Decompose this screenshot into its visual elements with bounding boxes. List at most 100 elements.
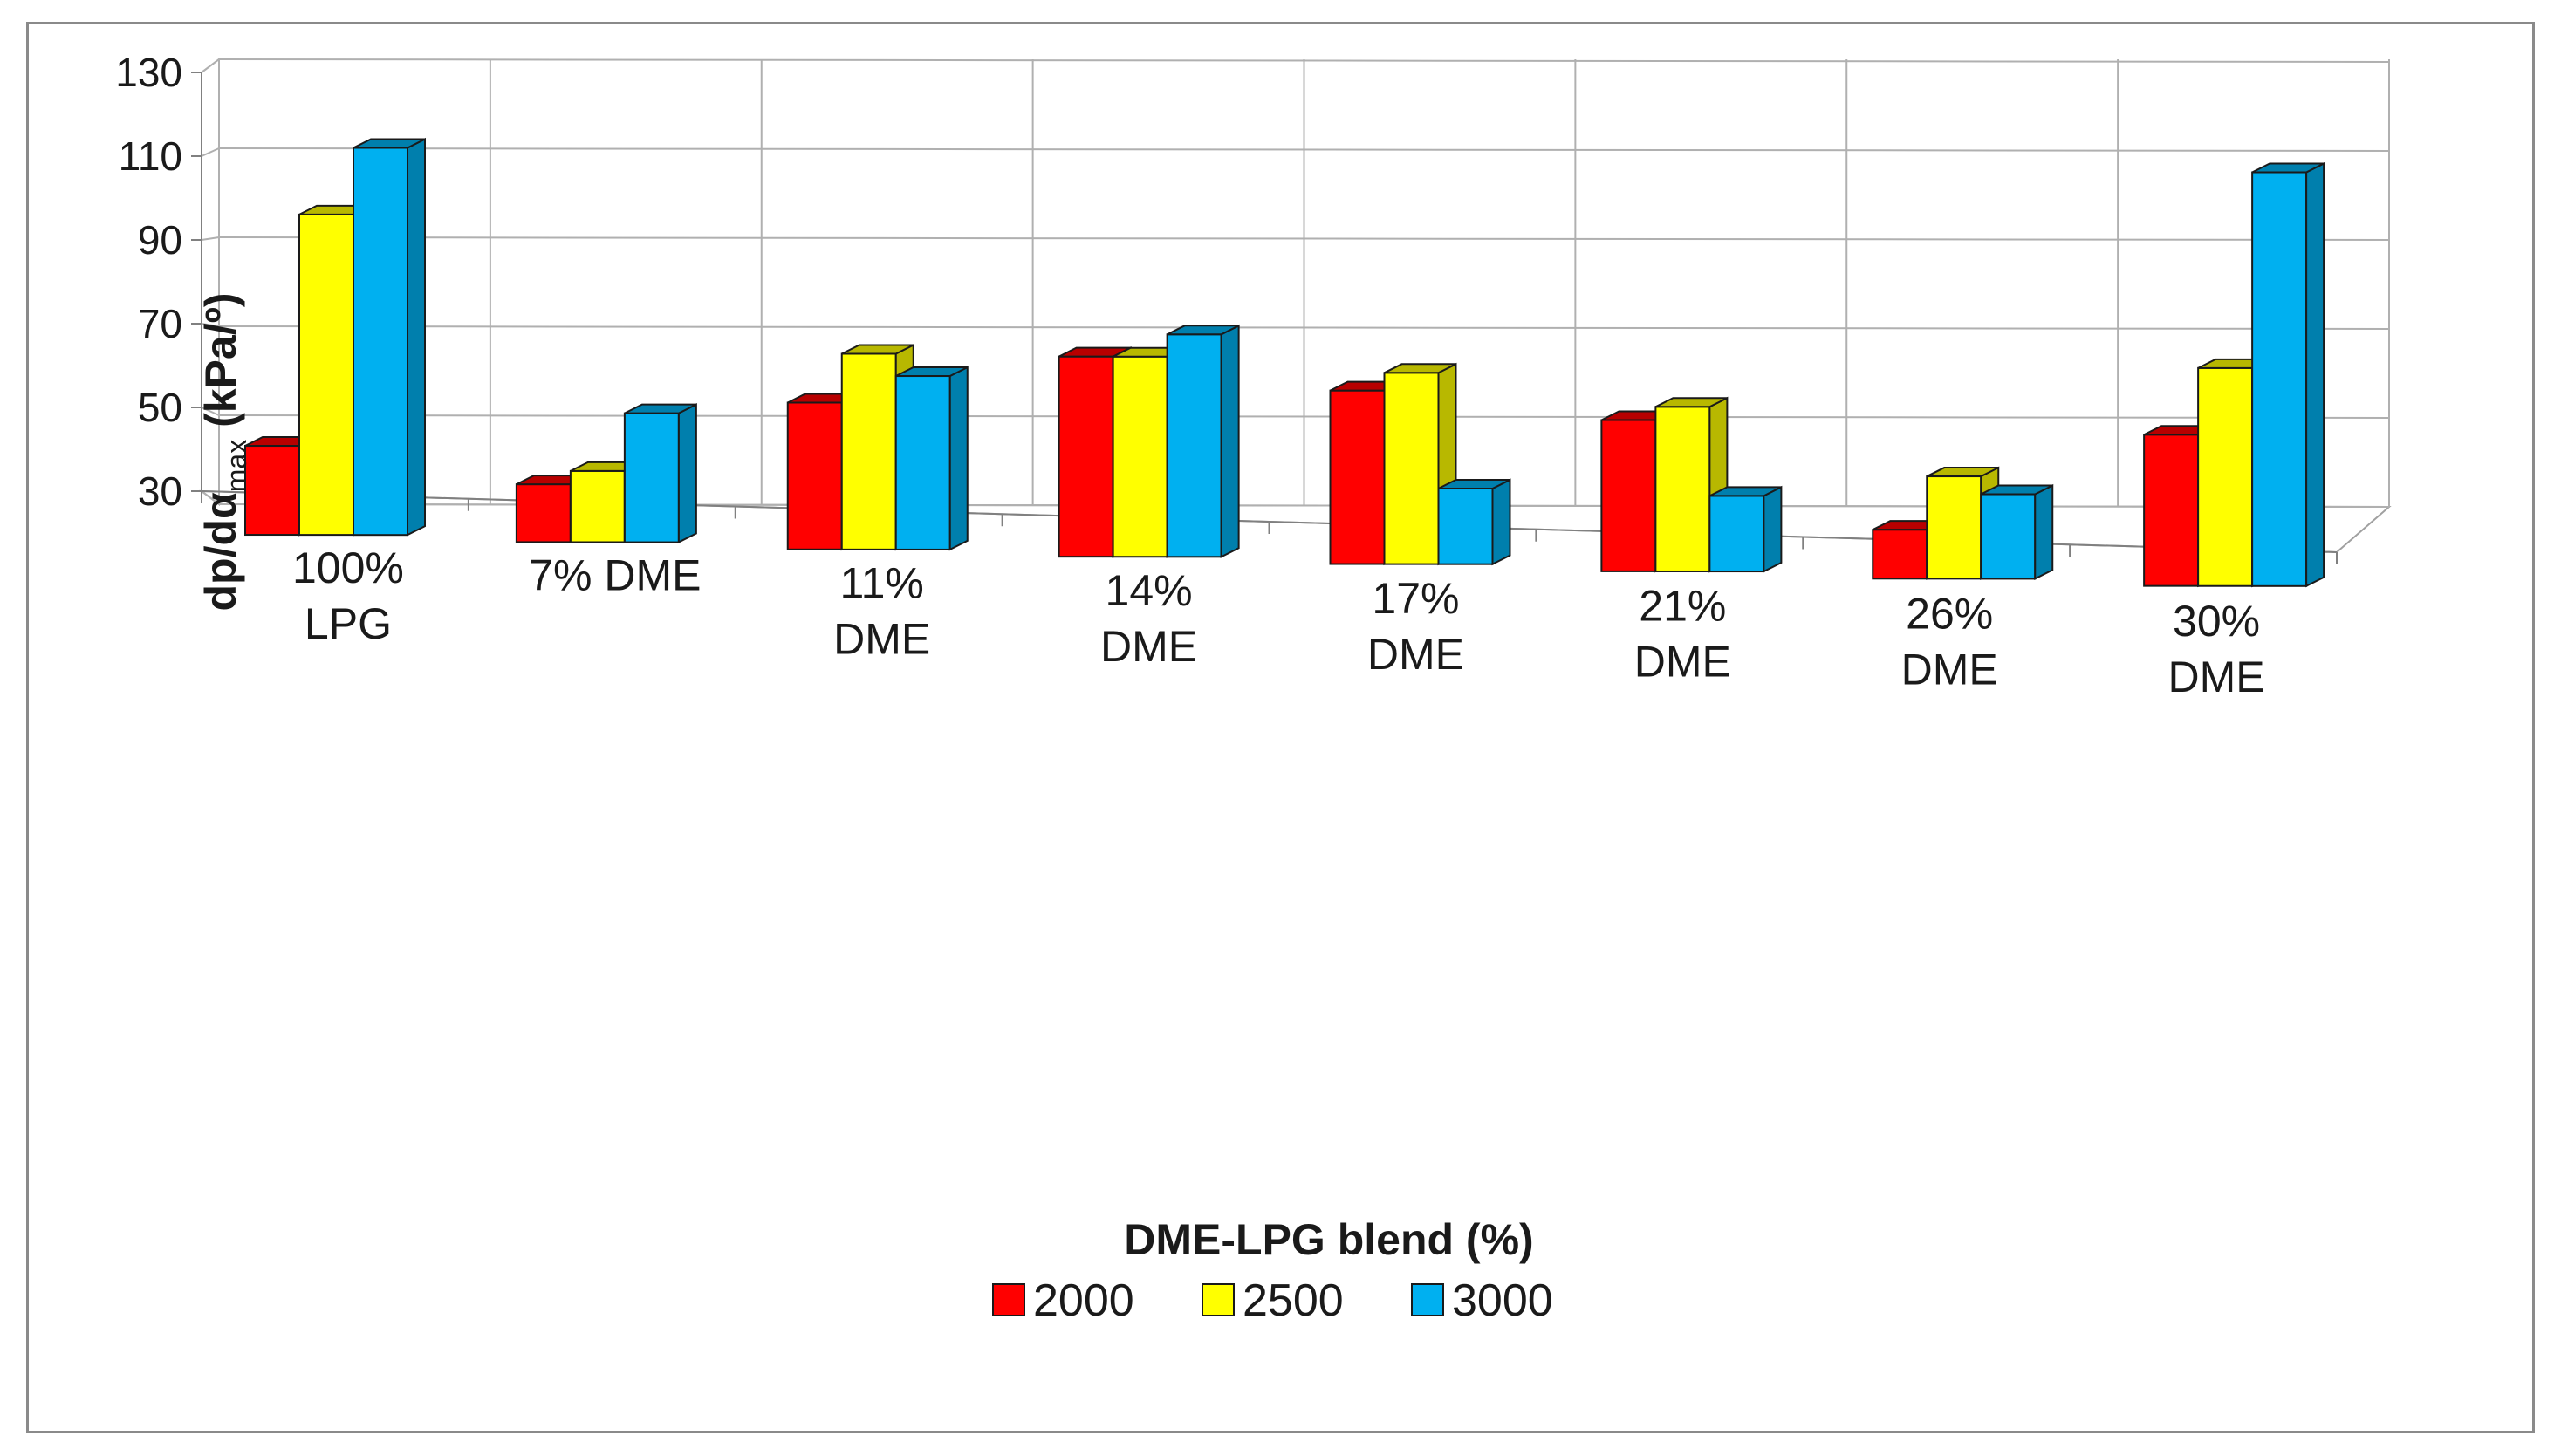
x-category-line: 14%: [1106, 566, 1193, 615]
x-category-line: 26%: [1906, 589, 1993, 638]
x-category-label: 21% DME: [1634, 582, 1731, 687]
gridline-side: [201, 323, 220, 327]
gridline-side: [201, 407, 220, 416]
legend-item-2000: 2000: [992, 1275, 1134, 1326]
bar-top: [1167, 325, 1240, 336]
bar-top: [624, 403, 697, 414]
bar-front: [569, 469, 626, 543]
legend-label: 2500: [1243, 1275, 1344, 1326]
y-tick-label: 110: [119, 133, 182, 179]
bar-2500-7: [2197, 358, 2271, 588]
x-category-label: 17% DME: [1367, 574, 1464, 679]
legend-item-3000: 3000: [1411, 1275, 1553, 1326]
bar-top: [1654, 397, 1728, 408]
bar-top: [1980, 484, 2053, 496]
bar-front: [1166, 333, 1222, 558]
x-category-label: 26% DME: [1901, 589, 1998, 694]
legend-item-2500: 2500: [1202, 1275, 1344, 1326]
bar-front: [1383, 372, 1440, 565]
x-category-line: DME: [1100, 622, 1197, 671]
bar-front: [786, 401, 843, 550]
y-axis-title-main: dp/dα: [196, 492, 245, 612]
bars: [244, 137, 2325, 588]
x-category-line: 17%: [1372, 574, 1459, 623]
x-category-label: 30% DME: [2168, 597, 2265, 701]
bar-side: [407, 137, 426, 537]
bar-front: [2143, 434, 2200, 587]
bar-top: [1708, 486, 1782, 497]
x-category-line: DME: [833, 614, 930, 663]
bar-front: [2251, 171, 2308, 587]
bar-top: [1384, 363, 1456, 374]
bar-3000-3: [1166, 324, 1240, 558]
bar-3000-5: [1708, 485, 1783, 573]
x-category-line: DME: [1901, 645, 1998, 694]
bar-top: [2251, 162, 2325, 174]
y-tick-label: 30: [138, 468, 182, 514]
bar-3000-1: [623, 403, 697, 544]
y-tick-label: 50: [138, 385, 182, 430]
x-category-label: 7% DME: [529, 551, 701, 600]
bar-front: [1980, 493, 2037, 580]
x-category-label: 100% LPG: [292, 543, 404, 648]
bar-front: [1437, 487, 1494, 565]
bar-front: [1112, 355, 1168, 558]
bar-front: [1708, 495, 1765, 573]
bar-side: [1220, 324, 1240, 558]
bar-top: [895, 366, 969, 378]
bar-front: [353, 147, 408, 537]
y-axis-title-unit: (kPa/º): [196, 292, 245, 439]
y-axis-title-subscript: max: [221, 440, 252, 492]
bar-front: [894, 375, 951, 550]
bar-front: [623, 412, 680, 543]
legend-swatch: [992, 1283, 1025, 1316]
bar-side: [1763, 485, 1783, 573]
y-axis-ticks: 30 50 70 90 110 130: [115, 50, 182, 514]
bar-front: [840, 352, 897, 550]
gridline-side: [201, 490, 220, 505]
x-category-label: 11% DME: [833, 558, 930, 663]
bar-front: [1058, 355, 1114, 558]
y-tick-label: 130: [115, 50, 182, 95]
bar-side: [2034, 483, 2054, 581]
bar-3000-7: [2251, 161, 2325, 588]
bar-side: [2305, 161, 2325, 588]
bar-chart: 30 50 70 90 110 130 100% LPG 7% DME 11% DME 14% DME…: [115, 50, 2392, 1326]
x-category-line: 21%: [1639, 582, 1726, 631]
bar-front: [515, 483, 572, 543]
bar-top: [1438, 478, 1510, 489]
bar-side: [677, 403, 697, 544]
bar-front: [1329, 389, 1386, 565]
x-axis-title: DME-LPG blend (%): [1124, 1215, 1533, 1264]
bar-side: [948, 366, 969, 551]
gridline-side: [201, 236, 220, 241]
bar-front: [1654, 406, 1711, 572]
x-category-line: 30%: [2173, 597, 2260, 646]
x-category-line: DME: [2168, 653, 2265, 701]
gridline-side: [201, 58, 220, 73]
x-category-line: DME: [1634, 638, 1731, 687]
bar-top: [353, 138, 426, 149]
x-category-label: 14% DME: [1100, 566, 1197, 671]
x-category-line: 100%: [292, 543, 404, 592]
legend-swatch: [1202, 1283, 1235, 1316]
chart-frame: 30 50 70 90 110 130 100% LPG 7% DME 11% DME 14% DME…: [26, 22, 2535, 1433]
bar-front: [2197, 366, 2254, 587]
legend-label: 3000: [1452, 1275, 1553, 1326]
bar-front: [1872, 529, 1928, 580]
bar-front: [244, 445, 300, 537]
x-category-line: DME: [1367, 630, 1464, 679]
legend-label: 2000: [1033, 1275, 1134, 1326]
y-axis-title: dp/dαmax (kPa/º): [196, 292, 252, 611]
bar-top: [1926, 467, 1999, 478]
bar-front: [298, 213, 354, 537]
x-category-line: LPG: [305, 599, 392, 648]
bar-front: [1600, 419, 1657, 572]
bar-3000-0: [353, 137, 426, 537]
legend-swatch: [1411, 1283, 1444, 1316]
bar-side: [1491, 478, 1511, 566]
y-tick-label: 70: [138, 301, 182, 346]
bar-top: [841, 344, 914, 355]
bar-3000-4: [1437, 478, 1511, 566]
